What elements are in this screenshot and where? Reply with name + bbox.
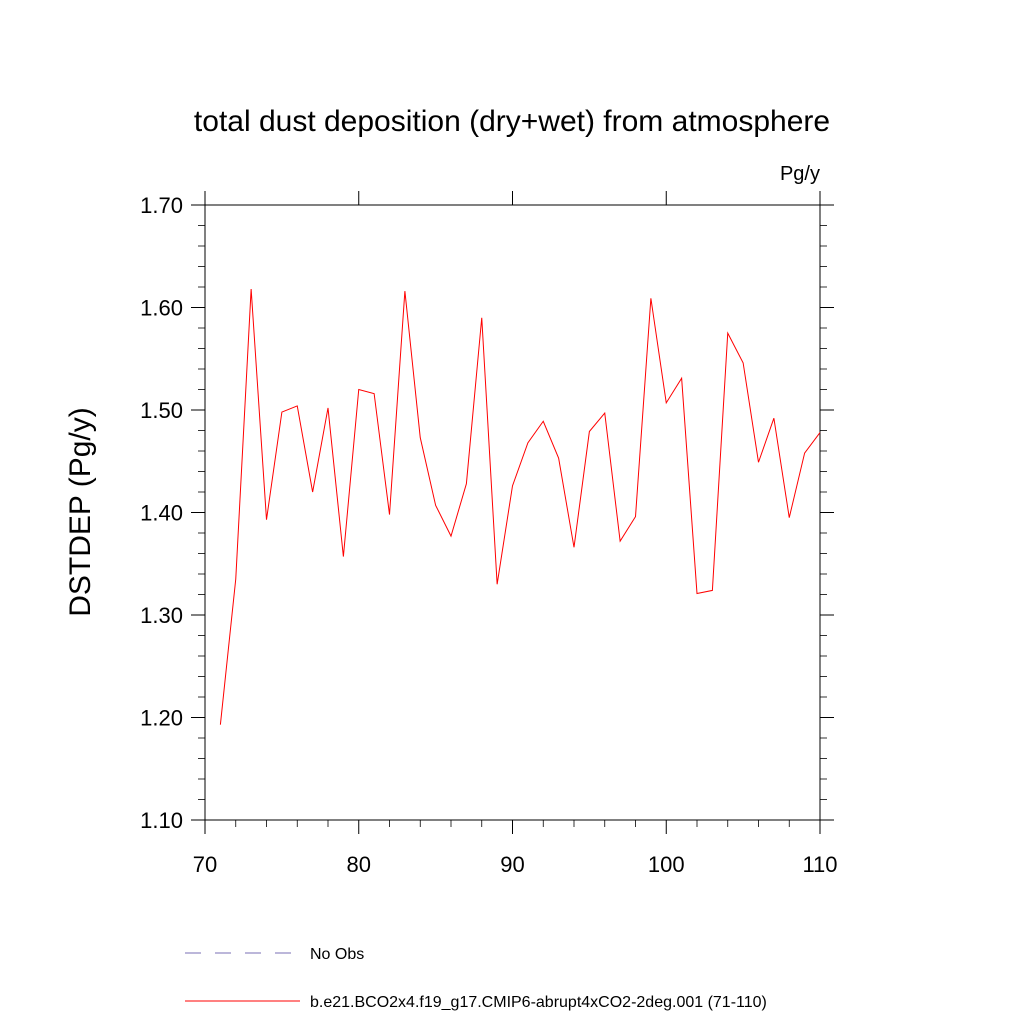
y-tick-label: 1.70: [140, 193, 183, 218]
legend-label: b.e21.BCO2x4.f19_g17.CMIP6-abrupt4xCO2-2…: [310, 994, 767, 1011]
axis-ticks: [191, 191, 834, 834]
x-tick-label: 90: [500, 852, 524, 877]
legend: No Obs b.e21.BCO2x4.f19_g17.CMIP6-abrupt4…: [185, 946, 767, 1011]
series-line: [219, 289, 821, 725]
y-tick-label: 1.60: [140, 296, 183, 321]
units-label: Pg/y: [780, 163, 820, 185]
y-tick-label: 1.50: [140, 398, 183, 423]
plot-frame: [204, 204, 821, 821]
x-tick-label: 100: [648, 852, 685, 877]
y-axis-label: DSTDEP (Pg/y): [64, 407, 97, 617]
y-tick-label: 1.30: [140, 603, 183, 628]
y-tick-label: 1.20: [140, 706, 183, 731]
axis-tick-labels: 70 80 90 100 110 1.10 1.20 1.30 1.40 1.50 1.60 1.70: [140, 193, 837, 877]
y-tick-label: 1.40: [140, 501, 183, 526]
chart-title: total dust deposition (dry+wet) from atm…: [194, 105, 830, 138]
x-tick-label: 70: [193, 852, 217, 877]
y-tick-label: 1.10: [140, 808, 183, 833]
x-tick-label: 80: [347, 852, 371, 877]
x-tick-label: 110: [802, 852, 837, 877]
series-layer: [219, 289, 821, 725]
legend-label: No Obs: [310, 946, 364, 963]
